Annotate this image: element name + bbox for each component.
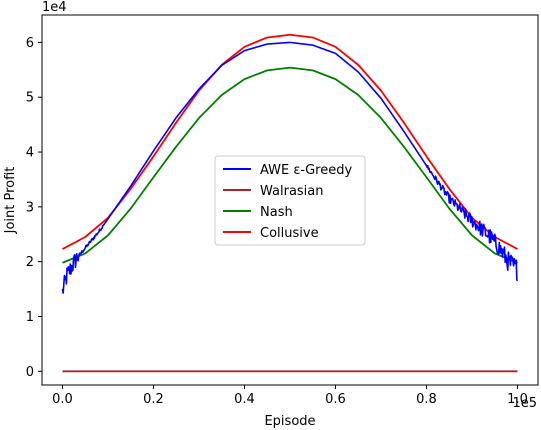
legend-label-nash: Nash: [260, 205, 293, 220]
x-tick-label: 0.6: [325, 392, 346, 407]
legend-label-collusive: Collusive: [260, 226, 319, 241]
series-line-collusive: [62, 33, 518, 250]
y-axis: 0 1 2 3 4 5 6: [26, 36, 42, 380]
x-tick-label: 1.0: [507, 392, 528, 407]
series-layer: [61, 33, 519, 373]
legend-label-awe: AWE ε-Greedy: [260, 163, 352, 178]
y-tick-label: 3: [26, 200, 34, 215]
y-tick-label: 2: [26, 255, 34, 270]
y-axis-label: Joint Profit: [3, 167, 18, 235]
series-line-nash: [62, 66, 518, 264]
y-tick-label: 5: [26, 91, 34, 106]
x-axis-label: Episode: [264, 414, 315, 429]
legend: AWE ε-Greedy Walrasian Nash Collusive: [214, 155, 366, 246]
x-axis: 0.0 0.2 0.4 0.6 0.8 1.0: [52, 385, 528, 407]
y-tick-label: 1: [26, 310, 34, 325]
x-tick-label: 0.0: [52, 392, 73, 407]
x-tick-label: 0.8: [416, 392, 437, 407]
y-tick-label: 6: [26, 36, 34, 51]
x-tick-label: 0.2: [143, 392, 164, 407]
legend-box: [214, 155, 366, 246]
x-tick-label: 0.4: [234, 392, 255, 407]
y-tick-label: 4: [26, 146, 34, 161]
y-tick-label: 0: [26, 365, 34, 380]
legend-label-walrasian: Walrasian: [260, 184, 324, 199]
series-line-awe-greedy: [61, 41, 519, 294]
x-multiplier-label: 1e5: [512, 396, 537, 411]
plot-frame: [41, 14, 539, 386]
y-multiplier-label: 1e4: [42, 0, 67, 15]
